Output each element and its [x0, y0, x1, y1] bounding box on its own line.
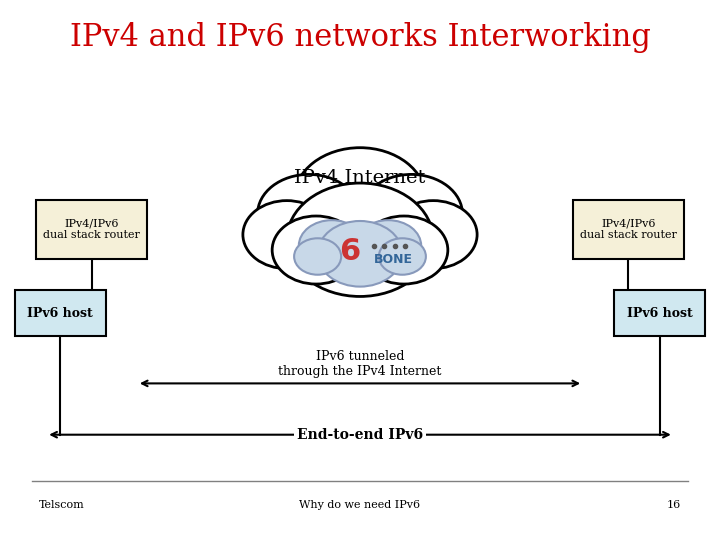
- Text: End-to-end IPv6: End-to-end IPv6: [297, 428, 423, 442]
- Text: 6: 6: [339, 237, 360, 266]
- Text: IPv4 Internet: IPv4 Internet: [294, 169, 426, 187]
- Circle shape: [299, 220, 365, 271]
- Text: BONE: BONE: [374, 253, 413, 266]
- Circle shape: [390, 201, 477, 268]
- Circle shape: [379, 238, 426, 275]
- Text: IPv6 tunneled
through the IPv4 Internet: IPv6 tunneled through the IPv4 Internet: [279, 350, 441, 379]
- Circle shape: [360, 216, 448, 284]
- Circle shape: [294, 148, 426, 250]
- Circle shape: [355, 220, 421, 271]
- FancyBboxPatch shape: [614, 291, 705, 336]
- Text: Telscom: Telscom: [40, 500, 85, 510]
- Text: IPv4 and IPv6 networks Interworking: IPv4 and IPv6 networks Interworking: [70, 22, 650, 53]
- Text: 16: 16: [667, 500, 680, 510]
- Circle shape: [272, 216, 360, 284]
- Text: IPv4/IPv6
dual stack router: IPv4/IPv6 dual stack router: [43, 219, 140, 240]
- Text: IPv6 host: IPv6 host: [627, 307, 693, 320]
- FancyBboxPatch shape: [36, 200, 148, 259]
- Circle shape: [258, 174, 360, 254]
- FancyBboxPatch shape: [572, 200, 684, 259]
- Circle shape: [287, 183, 433, 296]
- Text: Why do we need IPv6: Why do we need IPv6: [300, 500, 420, 510]
- Text: IPv6 host: IPv6 host: [27, 307, 93, 320]
- FancyBboxPatch shape: [15, 291, 106, 336]
- Circle shape: [294, 238, 341, 275]
- Circle shape: [243, 201, 330, 268]
- Circle shape: [318, 221, 402, 287]
- Circle shape: [360, 174, 462, 254]
- Text: IPv4/IPv6
dual stack router: IPv4/IPv6 dual stack router: [580, 219, 677, 240]
